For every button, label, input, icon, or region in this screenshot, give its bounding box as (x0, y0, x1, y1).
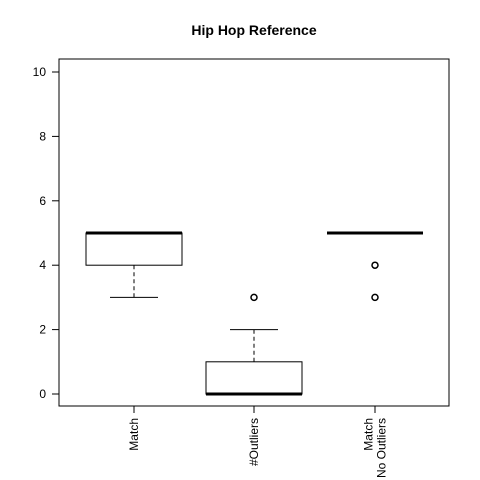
y-tick-label: 4 (39, 258, 46, 272)
chart-title: Hip Hop Reference (191, 22, 316, 38)
x-tick-label: MatchNo Outliers (362, 418, 389, 478)
y-tick-label: 0 (39, 387, 46, 401)
box-group (85, 231, 183, 298)
boxes (85, 231, 423, 396)
y-tick-label: 2 (39, 323, 46, 337)
x-tick-label: Match (127, 418, 141, 451)
x-tick-label-line: #Outliers (247, 418, 261, 466)
x-tick-label: #Outliers (247, 418, 261, 466)
box-group (205, 293, 303, 396)
x-tick-label-line: No Outliers (375, 418, 389, 478)
outlier-point (250, 293, 258, 302)
x-axis: Match #Outliers MatchNo Outliers (127, 405, 389, 478)
box-group (327, 231, 423, 302)
y-tick-label: 8 (39, 129, 46, 143)
y-axis: 0 2 4 6 8 10 (33, 65, 60, 401)
x-tick-label-line: Match (362, 418, 376, 451)
outlier-point (371, 293, 379, 302)
y-tick-label: 10 (33, 65, 47, 79)
y-tick-label: 6 (39, 194, 46, 208)
iqr-box (205, 361, 303, 395)
x-tick-label-line: Match (127, 418, 141, 451)
iqr-box (85, 232, 183, 266)
outlier-point (371, 261, 379, 269)
